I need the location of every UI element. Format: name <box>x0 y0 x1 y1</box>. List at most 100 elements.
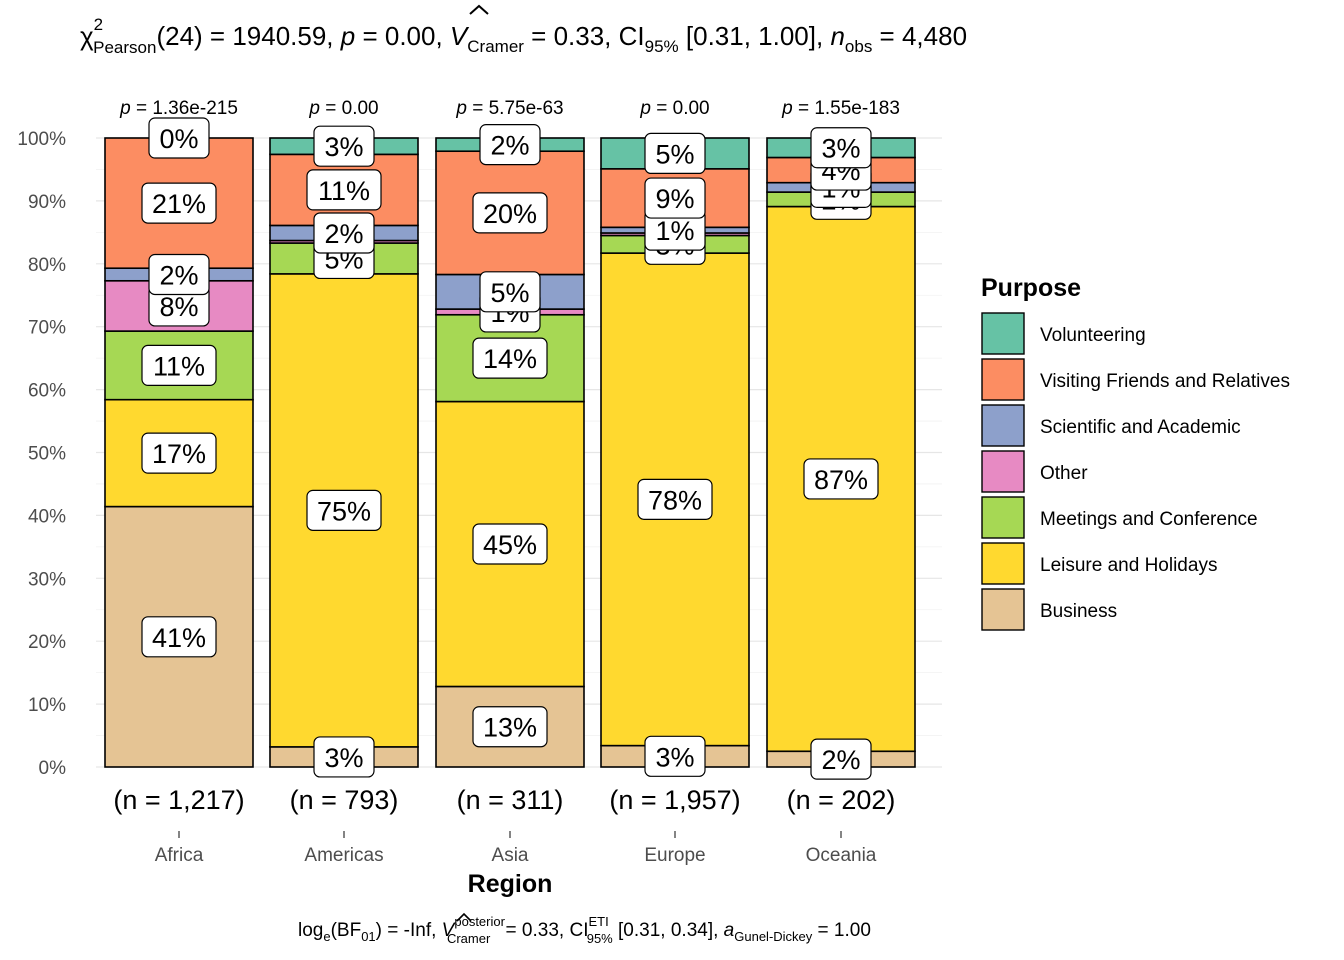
y-tick-label: 30% <box>28 569 66 590</box>
y-tick-label: 60% <box>28 381 66 402</box>
svg-text:2%: 2% <box>821 745 860 775</box>
data-label: 2% <box>148 253 210 296</box>
legend-swatch <box>981 588 1025 631</box>
n-label: (n = 311) <box>457 785 564 815</box>
hat-icon <box>469 4 489 15</box>
y-tick-label: 40% <box>28 506 66 527</box>
svg-text:17%: 17% <box>152 439 206 469</box>
data-label: 3% <box>644 735 706 777</box>
x-tick-label: Asia <box>492 845 529 866</box>
data-label: 11% <box>141 344 217 386</box>
legend-title: Purpose <box>981 274 1081 302</box>
legend-label: Meetings and Conference <box>1040 509 1258 530</box>
svg-text:3%: 3% <box>821 134 860 164</box>
data-label: 20% <box>472 192 548 234</box>
data-label: 5% <box>479 271 541 313</box>
p-value-label: p = 1.55e-183 <box>781 98 900 119</box>
hat-icon <box>456 912 472 922</box>
svg-text:3%: 3% <box>655 742 694 772</box>
legend-swatch <box>981 496 1025 539</box>
n-label: (n = 1,217) <box>113 785 244 815</box>
p-value-label: p = 0.00 <box>308 98 378 119</box>
svg-text:0%: 0% <box>159 124 198 154</box>
data-label: 21% <box>141 182 217 224</box>
data-label: 3% <box>313 125 375 167</box>
x-tick-label: Oceania <box>806 845 877 866</box>
y-tick-label: 70% <box>28 318 66 339</box>
svg-text:9%: 9% <box>655 184 694 214</box>
y-tick-label: 10% <box>28 695 66 716</box>
svg-text:5%: 5% <box>490 278 529 308</box>
svg-text:1%: 1% <box>655 216 694 246</box>
data-label: 2% <box>479 124 541 166</box>
x-tick-label: Americas <box>304 845 383 866</box>
y-tick-label: 90% <box>28 192 66 213</box>
legend-item: Scientific and Academic <box>981 404 1241 447</box>
n-label: (n = 1,957) <box>609 785 740 815</box>
svg-text:11%: 11% <box>153 351 205 381</box>
legend-label: Leisure and Holidays <box>1040 555 1217 576</box>
svg-text:14%: 14% <box>483 344 537 374</box>
svg-text:5%: 5% <box>655 139 694 169</box>
svg-text:78%: 78% <box>648 485 702 515</box>
legend-label: Visiting Friends and Relatives <box>1040 371 1290 392</box>
y-tick-label: 80% <box>28 255 66 276</box>
x-tick-label: Africa <box>155 845 204 866</box>
svg-text:2%: 2% <box>159 260 198 290</box>
chart-subtitle: loge(BF01) = -Inf, Vposterior Cramer = 0.… <box>298 914 871 946</box>
data-label: 13% <box>472 706 548 748</box>
n-label: (n = 793) <box>290 785 399 815</box>
legend-label: Scientific and Academic <box>1040 417 1241 438</box>
x-tick-label: Europe <box>644 845 705 866</box>
legend-item: Leisure and Holidays <box>981 542 1217 585</box>
svg-text:21%: 21% <box>152 189 206 219</box>
svg-text:75%: 75% <box>317 496 371 526</box>
p-value-label: p = 5.75e-63 <box>455 98 563 119</box>
svg-text:3%: 3% <box>324 132 363 162</box>
legend-label: Volunteering <box>1040 325 1146 346</box>
legend-swatch <box>981 404 1025 447</box>
data-label: 5% <box>644 132 706 175</box>
data-label: 75% <box>306 489 382 531</box>
legend-swatch <box>981 312 1025 355</box>
legend-item: Other <box>981 450 1088 493</box>
legend-swatch <box>981 542 1025 585</box>
svg-text:8%: 8% <box>159 292 198 322</box>
legend-label: Business <box>1040 601 1117 622</box>
data-label: 41% <box>141 616 217 658</box>
svg-text:87%: 87% <box>814 465 868 495</box>
y-tick-label: 100% <box>17 129 66 150</box>
x-axis-title: Region <box>468 870 553 898</box>
legend-swatch <box>981 450 1025 493</box>
data-label: 0% <box>148 117 210 159</box>
data-label: 8% <box>148 285 210 327</box>
data-label: 45% <box>472 523 548 565</box>
svg-text:11%: 11% <box>318 176 370 206</box>
svg-text:45%: 45% <box>483 530 537 560</box>
svg-text:20%: 20% <box>483 199 537 229</box>
data-label: 11% <box>306 169 382 211</box>
svg-text:2%: 2% <box>490 131 529 161</box>
svg-text:2%: 2% <box>324 219 363 249</box>
n-label: (n = 202) <box>787 785 896 815</box>
legend-item: Visiting Friends and Relatives <box>981 358 1290 401</box>
p-value-label: p = 0.00 <box>639 98 709 119</box>
legend-item: Business <box>981 588 1117 631</box>
data-label: 9% <box>644 177 706 219</box>
y-tick-label: 50% <box>28 444 66 465</box>
legend-swatch <box>981 358 1025 401</box>
svg-text:3%: 3% <box>324 743 363 773</box>
svg-text:41%: 41% <box>152 623 206 653</box>
data-label: 2% <box>810 738 872 780</box>
data-label: 3% <box>810 127 872 169</box>
data-label: 2% <box>313 212 375 254</box>
data-label: 3% <box>313 736 375 778</box>
legend-item: Volunteering <box>981 312 1146 355</box>
data-label: 17% <box>141 432 217 474</box>
legend-label: Other <box>1040 463 1088 484</box>
legend-item: Meetings and Conference <box>981 496 1258 539</box>
y-tick-label: 20% <box>28 632 66 653</box>
chart-title: χ2 Pearson(24) = 1940.59, p = 0.00, VCram… <box>80 15 967 57</box>
p-value-label: p = 1.36e-215 <box>119 98 238 119</box>
